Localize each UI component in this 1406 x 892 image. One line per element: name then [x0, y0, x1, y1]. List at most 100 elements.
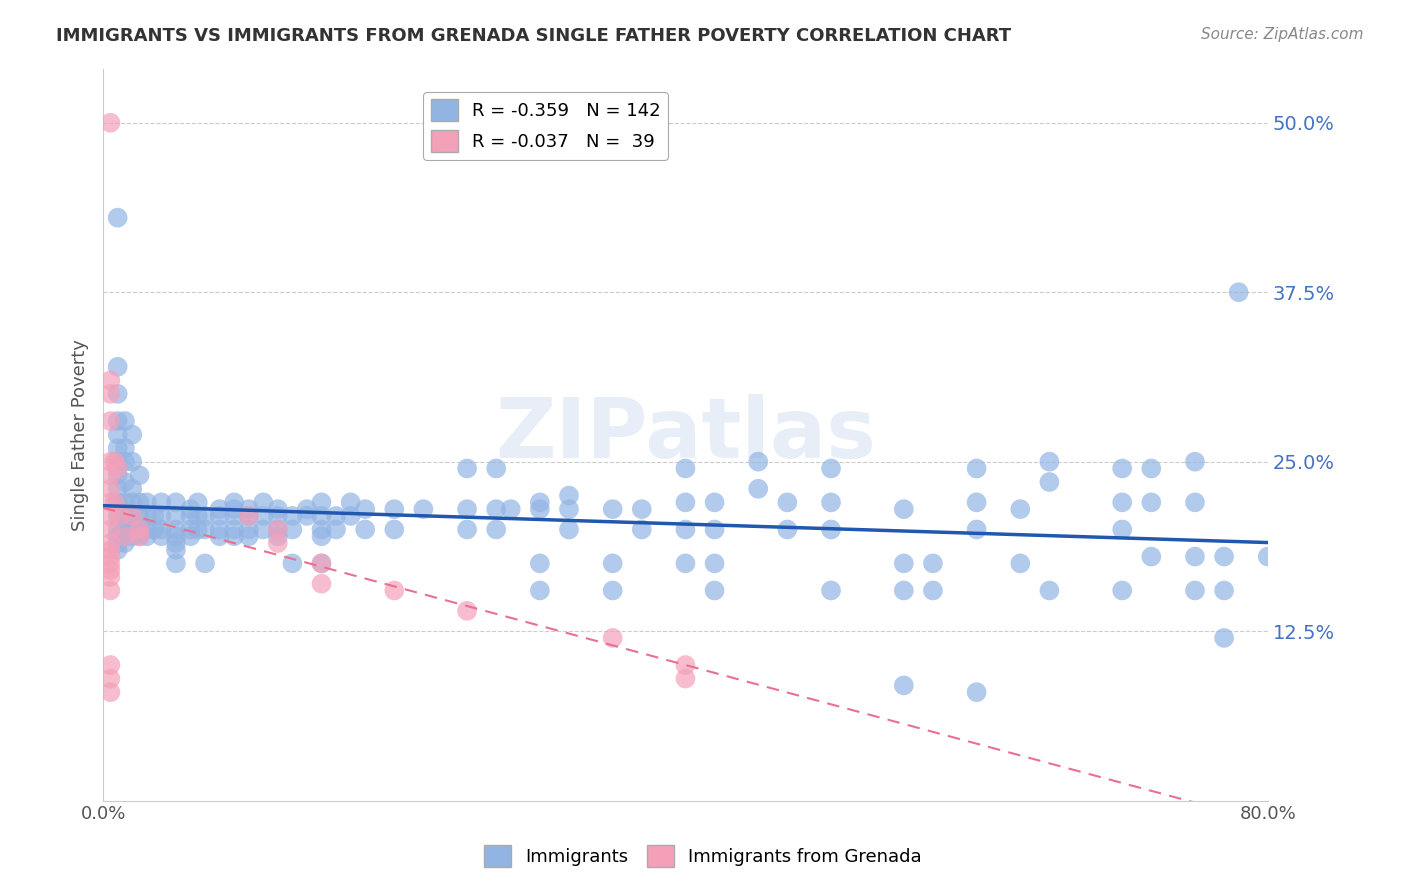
- Point: [107, 211, 129, 225]
- Point: [252, 495, 274, 509]
- Point: [179, 508, 201, 523]
- Point: [1111, 461, 1133, 475]
- Point: [382, 502, 405, 516]
- Point: [456, 523, 478, 537]
- Point: [893, 557, 915, 571]
- Point: [485, 502, 508, 516]
- Point: [966, 495, 988, 509]
- Point: [630, 502, 652, 516]
- Point: [165, 536, 187, 550]
- Point: [100, 468, 122, 483]
- Point: [1140, 495, 1163, 509]
- Point: [100, 563, 122, 577]
- Point: [558, 489, 581, 503]
- Point: [100, 373, 122, 387]
- Point: [143, 523, 166, 537]
- Point: [1140, 549, 1163, 564]
- Point: [100, 672, 122, 686]
- Point: [114, 536, 136, 550]
- Point: [194, 523, 217, 537]
- Point: [820, 495, 842, 509]
- Point: [776, 495, 799, 509]
- Point: [128, 529, 150, 543]
- Point: [114, 455, 136, 469]
- Point: [135, 495, 157, 509]
- Point: [165, 529, 187, 543]
- Point: [267, 502, 290, 516]
- Point: [121, 523, 143, 537]
- Point: [966, 461, 988, 475]
- Point: [121, 495, 143, 509]
- Point: [104, 495, 127, 509]
- Point: [675, 523, 697, 537]
- Point: [382, 583, 405, 598]
- Point: [311, 529, 333, 543]
- Point: [267, 529, 290, 543]
- Point: [267, 523, 290, 537]
- Point: [456, 502, 478, 516]
- Point: [107, 461, 129, 475]
- Point: [224, 502, 246, 516]
- Point: [150, 508, 173, 523]
- Point: [100, 387, 122, 401]
- Point: [529, 502, 551, 516]
- Point: [224, 529, 246, 543]
- Point: [339, 495, 361, 509]
- Point: [1184, 495, 1206, 509]
- Point: [499, 502, 522, 516]
- Point: [187, 495, 209, 509]
- Point: [893, 502, 915, 516]
- Point: [1184, 455, 1206, 469]
- Point: [114, 529, 136, 543]
- Point: [121, 516, 143, 530]
- Point: [121, 427, 143, 442]
- Point: [110, 508, 132, 523]
- Point: [107, 359, 129, 374]
- Point: [1213, 583, 1236, 598]
- Point: [238, 508, 260, 523]
- Point: [100, 414, 122, 428]
- Point: [114, 529, 136, 543]
- Point: [179, 529, 201, 543]
- Point: [187, 508, 209, 523]
- Point: [456, 461, 478, 475]
- Point: [121, 508, 143, 523]
- Point: [558, 502, 581, 516]
- Point: [1184, 549, 1206, 564]
- Point: [107, 508, 129, 523]
- Point: [238, 523, 260, 537]
- Point: [224, 495, 246, 509]
- Point: [104, 455, 127, 469]
- Point: [820, 523, 842, 537]
- Point: [267, 523, 290, 537]
- Point: [107, 529, 129, 543]
- Point: [114, 523, 136, 537]
- Point: [100, 508, 122, 523]
- Point: [412, 502, 434, 516]
- Point: [820, 461, 842, 475]
- Point: [311, 576, 333, 591]
- Point: [194, 508, 217, 523]
- Point: [311, 508, 333, 523]
- Point: [165, 508, 187, 523]
- Point: [165, 542, 187, 557]
- Point: [179, 502, 201, 516]
- Point: [100, 495, 122, 509]
- Point: [238, 508, 260, 523]
- Point: [107, 414, 129, 428]
- Point: [602, 502, 624, 516]
- Point: [128, 468, 150, 483]
- Point: [281, 557, 304, 571]
- Point: [238, 529, 260, 543]
- Point: [114, 495, 136, 509]
- Point: [485, 523, 508, 537]
- Point: [100, 455, 122, 469]
- Point: [208, 502, 231, 516]
- Point: [1111, 583, 1133, 598]
- Point: [1140, 461, 1163, 475]
- Point: [128, 495, 150, 509]
- Point: [187, 523, 209, 537]
- Point: [165, 495, 187, 509]
- Point: [1227, 285, 1250, 300]
- Point: [150, 495, 173, 509]
